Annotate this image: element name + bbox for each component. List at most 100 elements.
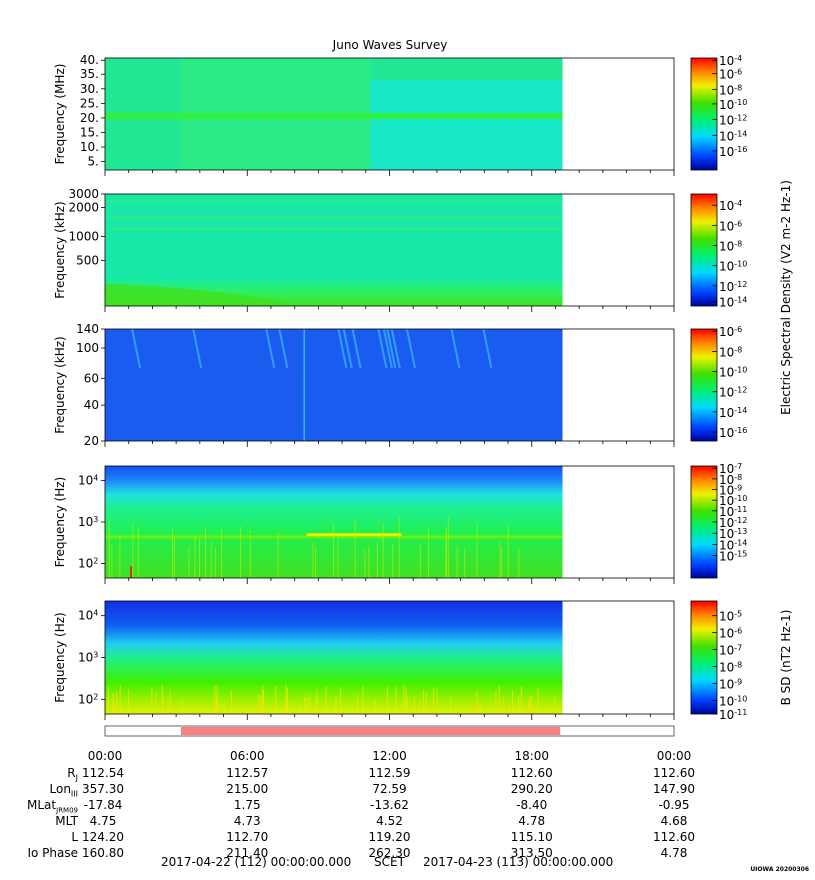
colorbar-tick-label: 10-10 (719, 366, 747, 380)
ephemeris-value: 147.90 (653, 781, 695, 798)
ephemeris-value: 4.78 (518, 813, 545, 830)
colorbars: 10-410-610-810-1010-1210-1410-1610-410-6… (691, 54, 793, 722)
ephemeris-value: 112.54 (82, 765, 124, 782)
spectrogram-region (371, 80, 563, 170)
ephemeris-row: LonIII 357.30 215.00 72.59 290.20 147.90 (0, 781, 815, 798)
ephemeris-value: 290.20 (511, 781, 553, 798)
ephemeris-value: 160.80 (82, 845, 124, 862)
colorbar-hfwbr-low: 10-4 10-6 10-8 10-10 10-12 10-14 (691, 194, 747, 310)
y-axis-label: Frequency (Hz) (53, 477, 67, 568)
y-tick-label: 2000 (68, 200, 99, 214)
colorbar-label-bsd: B SD (nT2 Hz-1) (779, 610, 793, 706)
colorbar-lfr-low-e: 10-710-810-910-1010-1110-1210-1310-1410-… (691, 462, 747, 578)
spectrogram-band (105, 200, 563, 203)
panel-lfr-low-b: 104 103 102 Frequency (Hz) (53, 601, 674, 720)
y-tick-label: 30. (80, 82, 99, 96)
end-time: 2017-04-23 (113) 00:00:00.000 (423, 855, 613, 869)
colorbar-tick-label: 10-9 (719, 677, 742, 691)
spectrogram-band (105, 113, 563, 119)
colorbar-tick-label: 10-16 (719, 426, 747, 440)
colorbar-tick-label: 10-6 (719, 325, 742, 339)
ephemeris-value: 119.20 (369, 829, 411, 846)
ephemeris-value: 112.60 (653, 765, 695, 782)
x-tick-label: 18:00 (514, 749, 549, 763)
y-tick-label: 104 (78, 609, 98, 623)
colorbar-tick-label: 10-14 (719, 406, 747, 420)
colorbar-lfr-high: 10-610-810-1010-1210-1410-16 (691, 325, 747, 441)
colorbar-gradient (691, 329, 717, 441)
y-tick-label: 20. (80, 111, 99, 125)
ephemeris-value: 112.70 (226, 829, 268, 846)
colorbar-gradient (691, 601, 717, 714)
ephemeris-label: MLT (55, 813, 78, 830)
y-tick-label: 1000 (68, 230, 99, 244)
y-axis-label: Frequency (kHz) (53, 201, 67, 298)
y-axis-label: Frequency (MHz) (53, 64, 67, 165)
ephemeris-value: 4.78 (661, 845, 688, 862)
y-tick-label: 3000 (68, 187, 99, 201)
figure-title: Juno Waves Survey (332, 38, 448, 52)
version-stamp: UIOWA 20200306 (750, 866, 809, 873)
colorbar-tick-label: 10-6 (719, 627, 742, 641)
no-data-region (563, 601, 674, 714)
y-tick-label: 5. (88, 155, 99, 169)
ephemeris-value: 112.60 (653, 829, 695, 846)
colorbar-tick-label: 10-6 (719, 68, 742, 82)
x-tick-label: 06:00 (230, 749, 265, 763)
ephemeris-value: -8.40 (516, 797, 547, 814)
colorbar-tick-label: 10-10 (719, 98, 747, 112)
ephemeris-value: 112.60 (511, 765, 553, 782)
y-tick-label: 25. (80, 96, 99, 110)
colorbar-tick-label: 10-7 (719, 644, 742, 658)
x-tick-label: 12:00 (372, 749, 407, 763)
colorbar-tick-label: 10-12 (719, 280, 747, 294)
x-tick-label: 00:00 (88, 749, 123, 763)
x-axis-ticks: 00:00 06:00 12:00 18:00 00:00 (88, 749, 692, 763)
y-tick-label: 40. (80, 53, 99, 67)
ephemeris-value: 4.73 (234, 813, 261, 830)
ephemeris-value: 357.30 (82, 781, 124, 798)
colorbar-tick-label: 10-8 (719, 240, 742, 254)
ephemeris-row: Io Phase 160.80 211.40 262.30 313.50 4.78 (0, 845, 815, 862)
no-data-region (563, 194, 674, 306)
colorbar-tick-label: 10-15 (719, 550, 747, 564)
ephemeris-value: 72.59 (372, 781, 406, 798)
ephemeris-value: -0.95 (658, 797, 689, 814)
colorbar-tick-label: 10-10 (719, 260, 747, 274)
y-tick-label: 100 (76, 341, 99, 355)
ephemeris-value: 4.52 (376, 813, 403, 830)
colorbar-tick-label: 10-14 (719, 129, 747, 143)
spectrogram-fill (105, 601, 563, 714)
panel-lfr-high: 140 100 60 40 20 Frequency (kHz) (53, 322, 674, 448)
colorbar-tick-label: 10-4 (719, 199, 742, 213)
colorbar-label-electric: Electric Spectral Density (V2 m-2 Hz-1) (779, 180, 793, 415)
colorbar-tick-label: 10-8 (719, 345, 742, 359)
mode-bar-fill (181, 727, 560, 735)
y-tick-label: 60 (84, 371, 99, 385)
scet-label: SCET (374, 855, 405, 869)
colorbar-tick-label: 10-12 (719, 114, 747, 128)
spectrogram-band (105, 216, 563, 219)
no-data-region (563, 466, 674, 578)
y-tick-label: 140 (76, 322, 99, 336)
ephemeris-value: 124.20 (82, 829, 124, 846)
panel-lfr-low-e: 104 103 102 Frequency (Hz) (53, 466, 674, 584)
spectrogram-fill (105, 329, 563, 441)
y-tick-label: 35. (80, 67, 99, 81)
ephemeris-value: -13.62 (370, 797, 409, 814)
y-axis-label: Frequency (kHz) (53, 336, 67, 433)
y-tick-label: 102 (78, 692, 98, 706)
ephemeris-value: 112.57 (226, 765, 268, 782)
ephemeris-value: 4.75 (90, 813, 117, 830)
colorbar-tick-label: 10-6 (719, 219, 742, 233)
colorbar-tick-label: 10-5 (719, 610, 742, 624)
no-data-region (563, 58, 674, 170)
colorbar-tick-label: 10-8 (719, 83, 742, 97)
colorbar-gradient (691, 58, 717, 170)
colorbar-tick-label: 10-11 (719, 708, 747, 722)
ephemeris-label: Io Phase (27, 845, 78, 862)
y-tick-label: 103 (78, 515, 98, 529)
y-axis-label: Frequency (Hz) (53, 612, 67, 703)
ephemeris-row: MLT 4.75 4.73 4.52 4.78 4.68 (0, 813, 815, 830)
